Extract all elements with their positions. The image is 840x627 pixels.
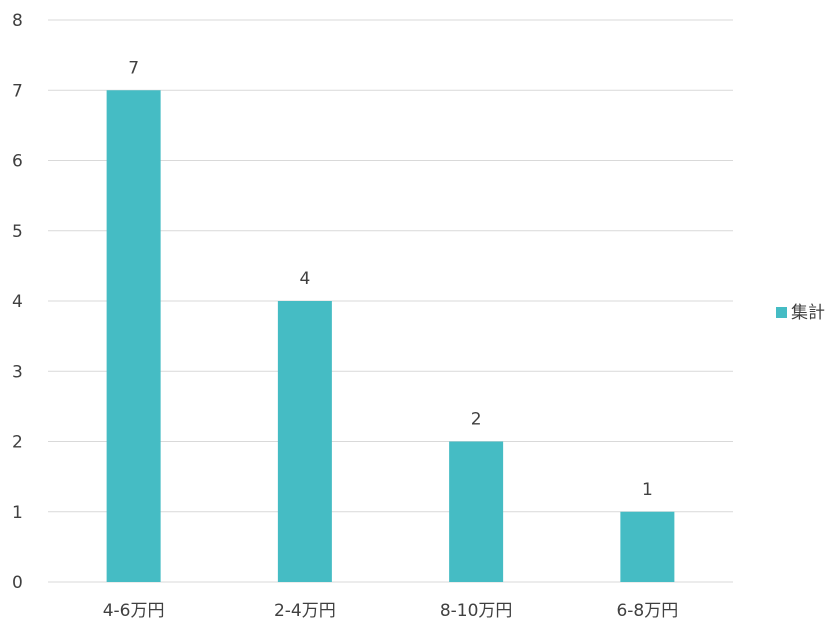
data-labels: 7 4 2 1 <box>128 58 653 500</box>
y-tick-label: 8 <box>12 11 23 31</box>
data-label: 7 <box>128 58 139 78</box>
y-tick-label: 5 <box>12 222 23 242</box>
y-tick-label: 2 <box>12 433 23 453</box>
bar <box>449 442 503 583</box>
y-tick-label: 7 <box>12 81 23 101</box>
y-tick-label: 6 <box>12 152 23 172</box>
legend: 集計 <box>776 303 825 323</box>
y-tick-label: 4 <box>12 292 23 312</box>
data-label: 2 <box>471 410 482 430</box>
y-tick-label: 3 <box>12 362 23 382</box>
y-tick-label: 1 <box>12 503 23 523</box>
x-tick-label: 2-4万円 <box>274 601 336 621</box>
bar <box>107 90 161 582</box>
legend-label: 集計 <box>791 303 825 323</box>
bar <box>278 301 332 582</box>
bar <box>620 512 674 582</box>
x-axis-ticks: 4-6万円 2-4万円 8-10万円 6-8万円 <box>103 601 679 621</box>
x-tick-label: 8-10万円 <box>440 601 513 621</box>
data-label: 1 <box>642 480 653 500</box>
data-label: 4 <box>299 269 310 289</box>
y-tick-label: 0 <box>12 573 23 593</box>
bars <box>107 90 675 582</box>
legend-swatch <box>776 307 787 318</box>
y-axis-ticks: 0 1 2 3 4 5 6 7 8 <box>12 11 23 593</box>
x-tick-label: 4-6万円 <box>103 601 165 621</box>
x-tick-label: 6-8万円 <box>616 601 678 621</box>
